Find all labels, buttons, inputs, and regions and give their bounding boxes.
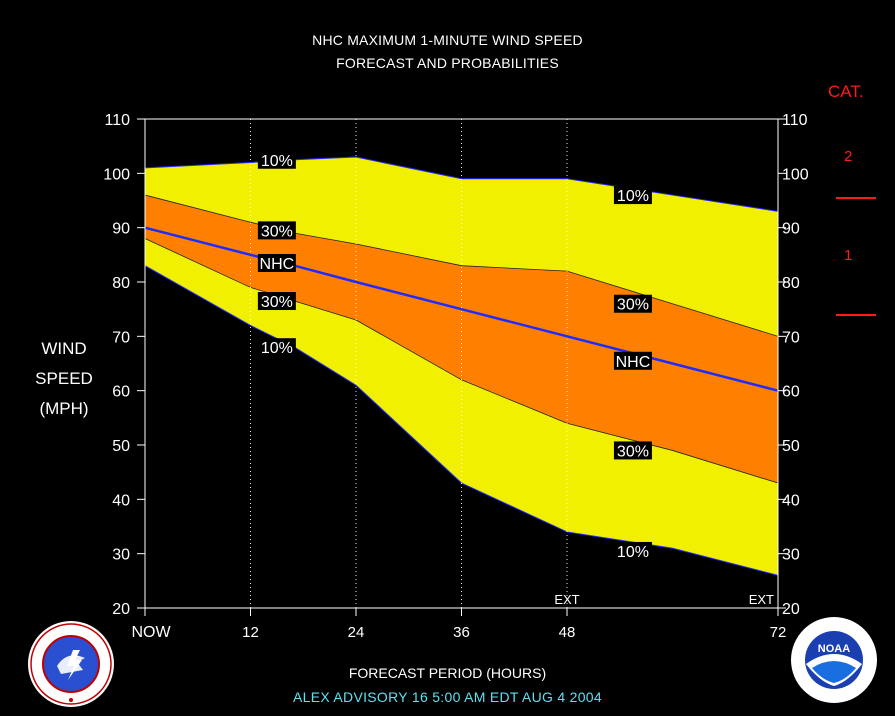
annotation-label: 30% <box>261 294 293 311</box>
annotation-label: NHC <box>260 256 295 273</box>
annotation-10-percent: 10% <box>257 150 296 170</box>
annotation-nhc: NHC <box>257 253 296 273</box>
annotation-30-percent: 30% <box>257 221 296 240</box>
annotation-30-percent: 30% <box>613 441 652 460</box>
y-tick-label-right: 110 <box>782 112 808 129</box>
annotation-box <box>257 150 296 169</box>
noaa-logo-text: NOAA <box>818 643 850 655</box>
nhc-forecast-line <box>144 226 779 392</box>
annotation-30-percent: 30% <box>613 294 652 314</box>
y-tick-label-left: 100 <box>103 166 130 183</box>
y-tick-label-right: 70 <box>782 329 800 346</box>
annotation-box <box>613 441 652 460</box>
annotation-label: 30% <box>617 443 649 460</box>
y-axis-label-line2: SPEED <box>35 369 93 388</box>
y-tick-label-left: 80 <box>112 275 130 292</box>
category-title: CAT. <box>828 82 864 101</box>
x-tick-label: 72 <box>770 624 787 641</box>
band-edge-lower-10 <box>144 265 779 576</box>
annotation-box <box>257 292 296 311</box>
category-2-label: 2 <box>844 148 853 165</box>
x-axis-label: FORECAST PERIOD (HOURS) <box>348 665 547 681</box>
x-tick-label: 24 <box>348 624 365 641</box>
y-tick-label-left: 90 <box>112 221 130 238</box>
annotation-box <box>257 338 296 357</box>
annotation-box <box>257 253 296 272</box>
annotation-10-percent: 10% <box>613 541 652 561</box>
y-tick-label-right: 50 <box>782 438 800 455</box>
y-tick-label-left: 30 <box>112 547 130 564</box>
y-axis-label-line1: WIND <box>41 339 87 358</box>
y-tick-label-right: 40 <box>782 492 800 509</box>
y-tick-label-right: 20 <box>782 601 800 618</box>
y-tick-label-left: 20 <box>112 601 130 618</box>
chart-title-line1: NHC MAXIMUM 1-MINUTE WIND SPEED <box>312 32 583 48</box>
y-tick-label-right: 60 <box>782 384 800 401</box>
annotation-label: 10% <box>261 340 293 357</box>
advisory-text: ALEX ADVISORY 16 5:00 AM EDT AUG 4 2004 <box>293 689 602 705</box>
category-1-threshold-line <box>836 314 876 316</box>
annotation-box <box>613 186 652 205</box>
y-tick-label-right: 90 <box>782 221 800 238</box>
y-axis-label-line3: (MPH) <box>39 399 89 418</box>
ext-label: EXT <box>749 592 774 607</box>
y-tick-label-left: 40 <box>112 492 130 509</box>
band-edge-lower-30 <box>144 238 779 484</box>
x-tick-label: NOW <box>131 624 171 641</box>
annotation-label: 30% <box>617 297 649 314</box>
category-2-threshold-line <box>836 197 876 199</box>
annotation-label: 10% <box>617 188 649 205</box>
x-tick-label: 12 <box>242 624 259 641</box>
category-1-label: 1 <box>844 247 853 264</box>
y-tick-label-left: 70 <box>112 329 130 346</box>
y-tick-label-left: 50 <box>112 438 130 455</box>
chart-title-line2: FORECAST AND PROBABILITIES <box>336 55 559 71</box>
annotation-10-percent: 10% <box>257 338 296 357</box>
x-tick-label: 48 <box>559 624 576 641</box>
annotation-30-percent: 30% <box>257 292 296 311</box>
annotation-box <box>613 541 652 560</box>
y-tick-label-right: 30 <box>782 547 800 564</box>
band-edge-upper-10 <box>144 156 779 212</box>
annotation-box <box>257 221 296 240</box>
annotation-label: 10% <box>617 544 649 561</box>
y-tick-label-right: 100 <box>782 166 809 183</box>
x-tick-label: 36 <box>453 624 470 641</box>
annotation-label: 10% <box>261 153 293 170</box>
annotation-label: 30% <box>261 223 293 240</box>
band-edge-upper-30 <box>144 194 779 337</box>
annotation-box <box>613 294 652 313</box>
annotation-box <box>613 351 652 370</box>
annotation-nhc: NHC <box>613 351 652 371</box>
noaa-logo-icon: NOAA <box>791 617 877 703</box>
annotation-label: NHC <box>616 354 651 371</box>
nws-logo-icon <box>28 621 114 707</box>
y-tick-label-right: 80 <box>782 275 800 292</box>
y-tick-label-left: 110 <box>104 112 130 129</box>
annotation-10-percent: 10% <box>613 186 652 205</box>
y-tick-label-left: 60 <box>112 384 130 401</box>
ext-label: EXT <box>554 592 579 607</box>
